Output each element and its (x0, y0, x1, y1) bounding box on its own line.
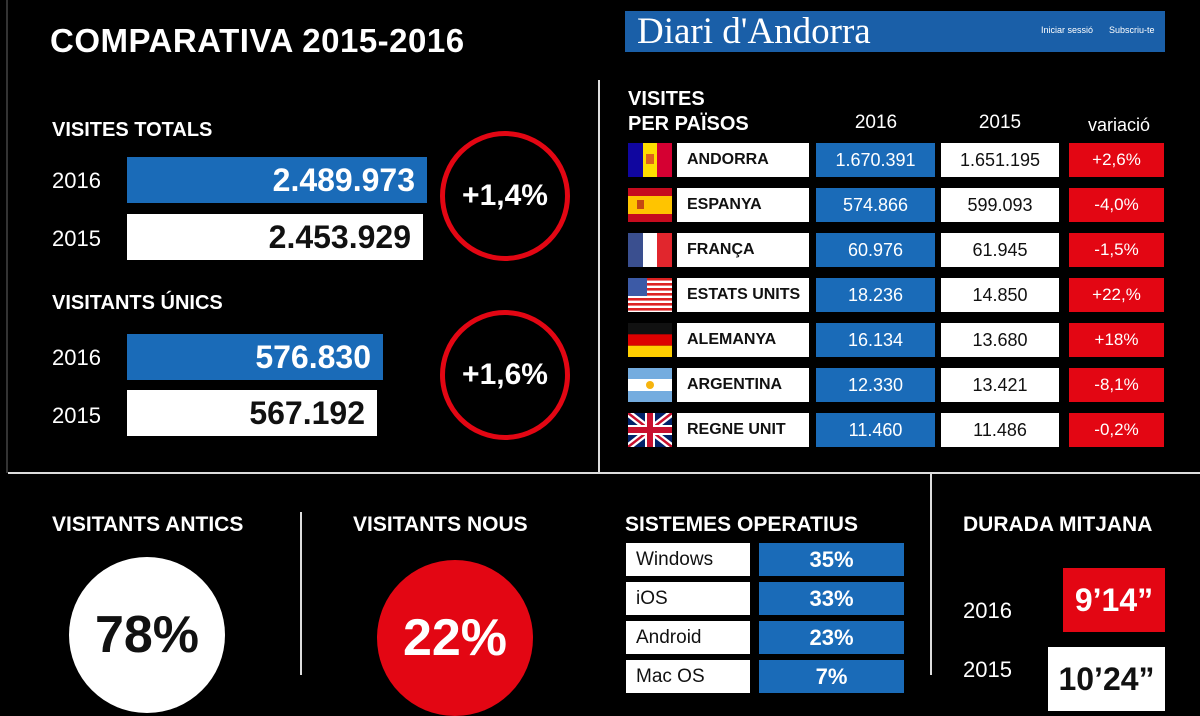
divider (8, 472, 1200, 474)
column-header-2016: 2016 (854, 112, 898, 133)
unique-visitors-2016: 576.830 (127, 334, 383, 380)
country-name: ALEMANYA (677, 323, 809, 357)
year-label: 2016 (52, 345, 101, 370)
unique-visitors-change: +1,6% (440, 310, 570, 440)
usa-flag-icon (628, 278, 672, 312)
spain-flag-icon (628, 188, 672, 222)
os-label: Windows (626, 543, 750, 576)
country-visits-2015: 11.486 (941, 413, 1059, 447)
country-name: ARGENTINA (677, 368, 809, 402)
unique-visitors-title: VISITANTS ÚNICS (52, 292, 223, 314)
country-variation: -4,0% (1069, 188, 1164, 222)
column-header-variation: variació (1087, 115, 1151, 135)
year-label: 2015 (52, 226, 101, 251)
divider (300, 512, 302, 675)
country-variation: +18% (1069, 323, 1164, 357)
os-share: 7% (759, 660, 904, 693)
country-visits-2016: 60.976 (816, 233, 935, 267)
country-variation: -1,5% (1069, 233, 1164, 267)
year-label: 2016 (963, 598, 1012, 623)
duration-2015: 10’24” (1048, 647, 1165, 711)
divider (598, 80, 600, 472)
year-label: 2015 (52, 403, 101, 428)
unique-visitors-2015: 567.192 (127, 390, 377, 436)
site-logo[interactable]: Diari d'Andorra (637, 11, 871, 52)
login-link[interactable]: Iniciar sessió (1041, 25, 1094, 35)
new-visitors-title: VISITANTS NOUS (353, 513, 528, 536)
countries-title-line1: VISITES (628, 88, 705, 110)
country-name: REGNE UNIT (677, 413, 809, 447)
new-visitors-value: 22% (377, 560, 533, 716)
argentina-flag-icon (628, 368, 672, 402)
year-label: 2016 (52, 168, 101, 193)
os-title: SISTEMES OPERATIUS (625, 513, 858, 536)
total-visits-change: +1,4% (440, 131, 570, 261)
total-visits-2015: 2.453.929 (127, 214, 423, 260)
country-visits-2015: 14.850 (941, 278, 1059, 312)
os-share: 23% (759, 621, 904, 654)
country-variation: +2,6% (1069, 143, 1164, 177)
andorra-flag-icon (628, 143, 672, 177)
os-label: iOS (626, 582, 750, 615)
total-visits-title: VISITES TOTALS (52, 119, 213, 141)
country-name: FRANÇA (677, 233, 809, 267)
france-flag-icon (628, 233, 672, 267)
country-visits-2015: 1.651.195 (941, 143, 1059, 177)
germany-flag-icon (628, 323, 672, 357)
country-name: ESPANYA (677, 188, 809, 222)
duration-2016: 9’14” (1063, 568, 1165, 632)
os-share: 33% (759, 582, 904, 615)
country-name: ESTATS UNITS (677, 278, 809, 312)
country-visits-2016: 12.330 (816, 368, 935, 402)
year-label: 2015 (963, 657, 1012, 682)
subscribe-link[interactable]: Subscriu-te (1109, 25, 1155, 35)
returning-visitors-value: 78% (69, 557, 225, 713)
page-title: COMPARATIVA 2015-2016 (50, 22, 465, 59)
country-visits-2015: 599.093 (941, 188, 1059, 222)
total-visits-2016: 2.489.973 (127, 157, 427, 203)
divider (6, 0, 8, 473)
os-share: 35% (759, 543, 904, 576)
countries-title-line2: PER PAÏSOS (628, 113, 749, 135)
country-visits-2016: 11.460 (816, 413, 935, 447)
country-visits-2016: 1.670.391 (816, 143, 935, 177)
duration-title: DURADA MITJANA (963, 513, 1153, 536)
country-visits-2016: 18.236 (816, 278, 935, 312)
country-variation: +22,% (1069, 278, 1164, 312)
country-visits-2016: 16.134 (816, 323, 935, 357)
os-label: Mac OS (626, 660, 750, 693)
country-name: ANDORRA (677, 143, 809, 177)
divider (930, 474, 932, 675)
site-header: Diari d'Andorra Iniciar sessió Subscriu-… (625, 11, 1165, 52)
country-variation: -8,1% (1069, 368, 1164, 402)
uk-flag-icon (625, 410, 675, 450)
country-visits-2015: 13.421 (941, 368, 1059, 402)
country-visits-2015: 13.680 (941, 323, 1059, 357)
country-visits-2016: 574.866 (816, 188, 935, 222)
column-header-2015: 2015 (978, 112, 1022, 133)
returning-visitors-title: VISITANTS ANTICS (52, 513, 244, 536)
country-variation: -0,2% (1069, 413, 1164, 447)
os-label: Android (626, 621, 750, 654)
country-visits-2015: 61.945 (941, 233, 1059, 267)
